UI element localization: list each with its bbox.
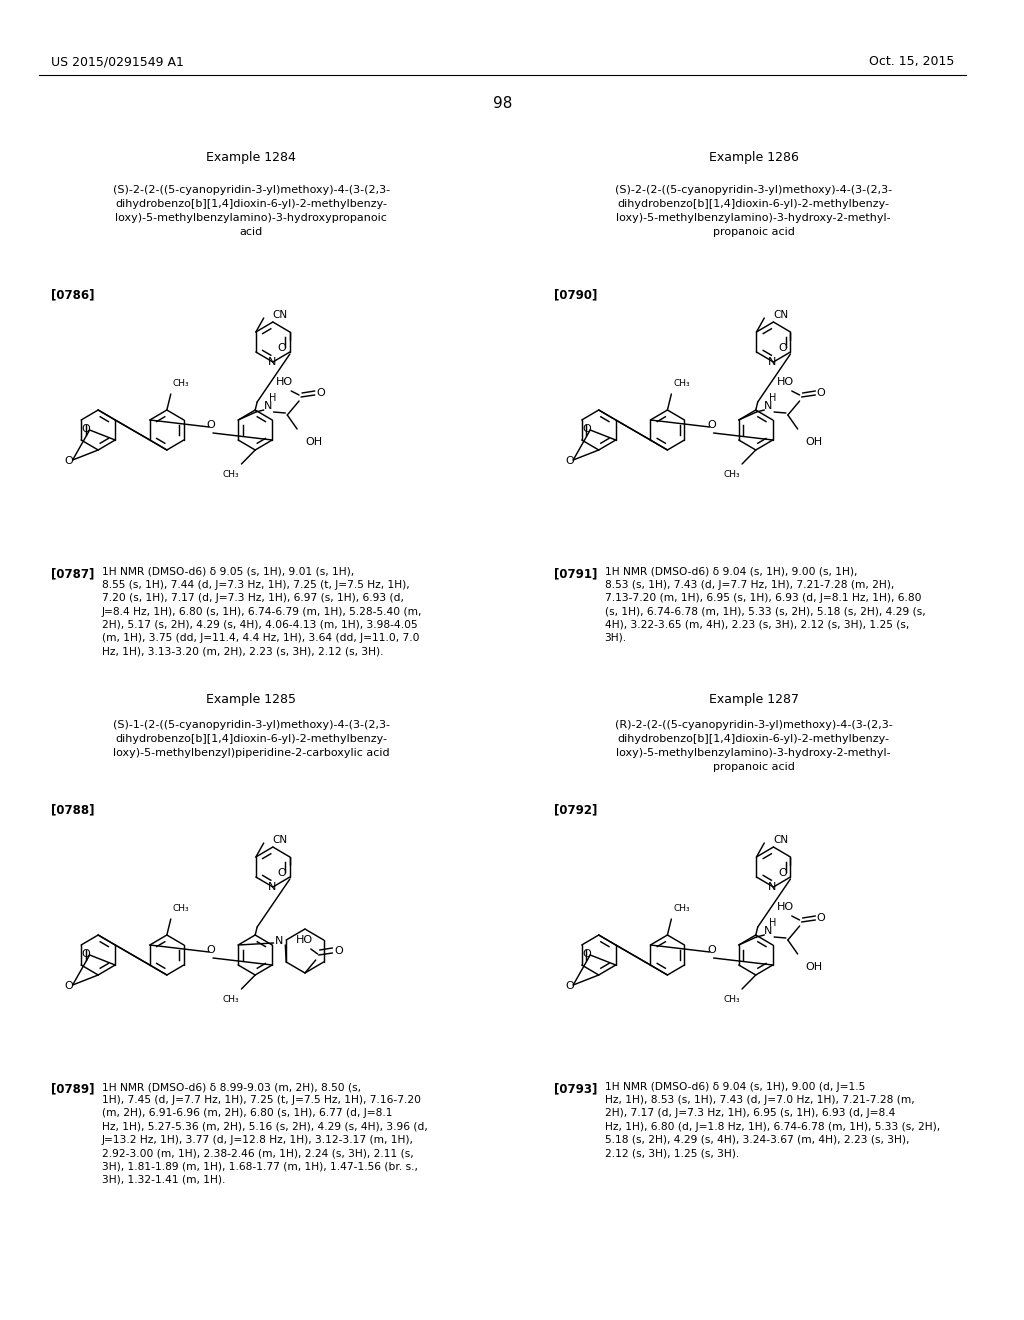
Text: 1H NMR (DMSO-d6) δ 9.05 (s, 1H), 9.01 (s, 1H),
8.55 (s, 1H), 7.44 (d, J=7.3 Hz, : 1H NMR (DMSO-d6) δ 9.05 (s, 1H), 9.01 (s… [102,568,423,656]
Text: N: N [764,401,772,411]
Text: CH₃: CH₃ [723,995,740,1005]
Text: N: N [764,927,772,936]
Text: 1H NMR (DMSO-d6) δ 8.99-9.03 (m, 2H), 8.50 (s,
1H), 7.45 (d, J=7.7 Hz, 1H), 7.25: 1H NMR (DMSO-d6) δ 8.99-9.03 (m, 2H), 8.… [102,1082,428,1184]
Text: O: O [708,420,716,430]
Text: N: N [768,882,776,892]
Text: CH₃: CH₃ [223,470,240,479]
Text: Example 1285: Example 1285 [206,693,296,706]
Text: N: N [768,356,776,367]
Text: O: O [817,913,825,923]
Text: US 2015/0291549 A1: US 2015/0291549 A1 [51,55,184,69]
Text: H: H [269,393,276,403]
Text: O: O [817,388,825,399]
Text: Oct. 15, 2015: Oct. 15, 2015 [868,55,954,69]
Text: OH: OH [305,437,323,447]
Text: Example 1284: Example 1284 [206,150,296,164]
Text: 98: 98 [493,95,512,111]
Text: O: O [316,388,325,399]
Text: O: O [207,420,215,430]
Text: O: O [81,949,90,960]
Text: O: O [65,981,73,991]
Text: H: H [769,393,777,403]
Text: CH₃: CH₃ [674,379,690,388]
Text: O: O [582,949,591,960]
Text: HO: HO [776,378,794,387]
Text: O: O [207,945,215,954]
Text: HO: HO [776,902,794,912]
Text: O: O [565,455,573,466]
Text: CH₃: CH₃ [674,904,690,913]
Text: O: O [81,424,90,434]
Text: O: O [278,869,287,878]
Text: [0789]: [0789] [51,1082,94,1096]
Text: [0790]: [0790] [554,289,597,301]
Text: Example 1287: Example 1287 [709,693,799,706]
Text: O: O [65,455,73,466]
Text: (R)-2-(2-((5-cyanopyridin-3-yl)methoxy)-4-(3-(2,3-
dihydrobenzo[b][1,4]dioxin-6-: (R)-2-(2-((5-cyanopyridin-3-yl)methoxy)-… [615,719,893,772]
Text: [0793]: [0793] [554,1082,597,1096]
Text: [0791]: [0791] [554,568,597,579]
Text: O: O [565,981,573,991]
Text: CH₃: CH₃ [173,379,189,388]
Text: N: N [267,356,276,367]
Text: N: N [263,401,271,411]
Text: O: O [708,945,716,954]
Text: CH₃: CH₃ [723,470,740,479]
Text: H: H [769,917,777,928]
Text: N: N [275,936,284,946]
Text: CN: CN [272,836,288,845]
Text: OH: OH [806,437,822,447]
Text: CN: CN [272,310,288,319]
Text: O: O [582,424,591,434]
Text: [0786]: [0786] [51,289,94,301]
Text: (S)-1-(2-((5-cyanopyridin-3-yl)methoxy)-4-(3-(2,3-
dihydrobenzo[b][1,4]dioxin-6-: (S)-1-(2-((5-cyanopyridin-3-yl)methoxy)-… [113,719,390,758]
Text: (S)-2-(2-((5-cyanopyridin-3-yl)methoxy)-4-(3-(2,3-
dihydrobenzo[b][1,4]dioxin-6-: (S)-2-(2-((5-cyanopyridin-3-yl)methoxy)-… [113,185,390,238]
Text: OH: OH [806,962,822,972]
Text: [0792]: [0792] [554,804,597,817]
Text: O: O [334,946,343,956]
Text: Example 1286: Example 1286 [709,150,799,164]
Text: O: O [778,869,787,878]
Text: CN: CN [773,310,788,319]
Text: HO: HO [296,935,312,945]
Text: [0788]: [0788] [51,804,94,817]
Text: CH₃: CH₃ [173,904,189,913]
Text: HO: HO [276,378,293,387]
Text: CH₃: CH₃ [223,995,240,1005]
Text: [0787]: [0787] [51,568,94,579]
Text: 1H NMR (DMSO-d6) δ 9.04 (s, 1H), 9.00 (s, 1H),
8.53 (s, 1H), 7.43 (d, J=7.7 Hz, : 1H NMR (DMSO-d6) δ 9.04 (s, 1H), 9.00 (s… [604,568,926,643]
Text: N: N [267,882,276,892]
Text: (S)-2-(2-((5-cyanopyridin-3-yl)methoxy)-4-(3-(2,3-
dihydrobenzo[b][1,4]dioxin-6-: (S)-2-(2-((5-cyanopyridin-3-yl)methoxy)-… [615,185,892,238]
Text: O: O [278,343,287,352]
Text: CN: CN [773,836,788,845]
Text: O: O [778,343,787,352]
Text: 1H NMR (DMSO-d6) δ 9.04 (s, 1H), 9.00 (d, J=1.5
Hz, 1H), 8.53 (s, 1H), 7.43 (d, : 1H NMR (DMSO-d6) δ 9.04 (s, 1H), 9.00 (d… [604,1082,940,1158]
